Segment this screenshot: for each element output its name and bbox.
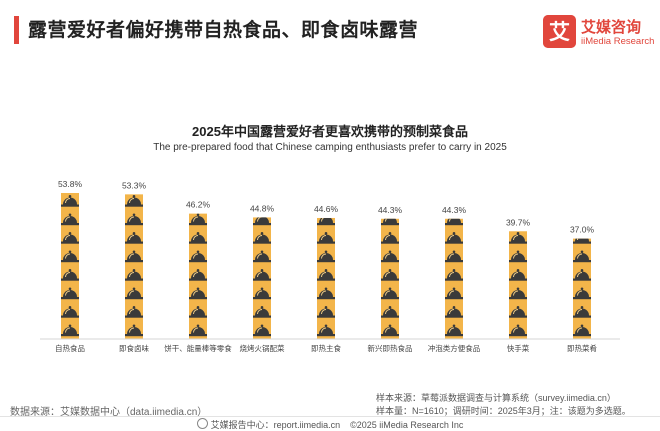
chart-subtitle: The pre-prepared food that Chinese campi… xyxy=(153,142,507,153)
value-labels-group: 53.8% 53.3% 46.2% 44.8% 44.6% 44.3% 44.3% 39.7%… xyxy=(58,179,595,235)
data-source: 数据来源：艾媒数据中心（data.iimedia.cn） xyxy=(10,407,208,418)
bars-group xyxy=(61,193,591,339)
report-center-icon xyxy=(196,418,208,429)
bar-4 xyxy=(253,217,271,339)
value-label-7: 44.3% xyxy=(442,205,467,215)
value-label-9: 37.0% xyxy=(570,225,595,235)
cloche-icon-stack xyxy=(573,238,591,337)
cloche-icon-stack xyxy=(61,195,79,337)
bar-6 xyxy=(381,218,399,339)
category-label-7: 冲泡类方便食品 xyxy=(428,343,481,353)
category-labels-group: 自热食品 即食卤味 饼干、能量棒等零食 烧烤火锅配菜 即热主食 新兴即热食品 冲泡类方便食品… xyxy=(55,343,597,353)
logo-name-cn: 艾媒咨询 xyxy=(581,19,642,36)
logo-mark-char: 艾 xyxy=(549,20,570,44)
cloche-icon-stack xyxy=(317,217,335,337)
value-label-3: 46.2% xyxy=(186,200,211,210)
cloche-icon-stack xyxy=(445,218,463,337)
category-label-6: 新兴即热食品 xyxy=(368,343,413,353)
bar-1 xyxy=(61,193,79,339)
category-label-9: 即热菜肴 xyxy=(567,343,597,353)
value-label-6: 44.3% xyxy=(378,205,403,215)
iimedia-logo: 艾 艾媒咨询 iiMedia Research xyxy=(543,15,655,51)
logo-mark-icon: 艾 xyxy=(543,15,576,48)
value-label-5: 44.6% xyxy=(314,204,339,214)
value-label-2: 53.3% xyxy=(122,180,147,190)
logo-name-en: iiMedia Research xyxy=(581,36,655,47)
bar-3 xyxy=(189,213,207,339)
bar-8 xyxy=(509,231,527,339)
category-label-1: 自热食品 xyxy=(55,343,85,353)
page-headline: 露营爱好者偏好携带自热食品、即食卤味露营 xyxy=(28,20,419,41)
cloche-icon-stack xyxy=(125,195,143,337)
bar-7 xyxy=(445,218,463,339)
sample-source: 样本来源：草莓派数据调查与计算系统（survey.iimedia.cn） xyxy=(376,393,616,403)
headline-accent-bar xyxy=(14,16,19,44)
category-label-2: 即食卤味 xyxy=(119,343,149,353)
value-label-8: 39.7% xyxy=(506,217,531,227)
value-label-4: 44.8% xyxy=(250,203,275,213)
bar-9 xyxy=(573,238,591,339)
category-label-5: 即热主食 xyxy=(311,343,341,353)
category-label-3: 饼干、能量棒等零食 xyxy=(164,343,232,353)
cloche-icon-stack xyxy=(381,218,399,337)
sample-info: 样本量：N=1610；调研时间：2025年3月；注：该题为多选题。 xyxy=(376,406,631,416)
cloche-icon-stack xyxy=(189,213,207,337)
value-label-1: 53.8% xyxy=(58,179,83,189)
bar-5 xyxy=(317,217,335,339)
cloche-icon-stack xyxy=(253,217,271,337)
copyright: ©2025 iiMedia Research Inc xyxy=(350,420,464,430)
footer-bottom: 艾媒报告中心：report.iimedia.cn ©2025 iiMedia Re… xyxy=(0,418,660,431)
footer-divider xyxy=(0,416,660,417)
bar-2 xyxy=(125,194,143,339)
cloche-icon-stack xyxy=(509,232,527,337)
report-center: 艾媒报告中心：report.iimedia.cn xyxy=(210,420,341,430)
category-label-8: 快手菜 xyxy=(507,343,530,353)
chart-title: 2025年中国露营爱好者更喜欢携带的预制菜食品 xyxy=(192,124,468,139)
category-label-4: 烧烤火锅配菜 xyxy=(240,343,285,353)
